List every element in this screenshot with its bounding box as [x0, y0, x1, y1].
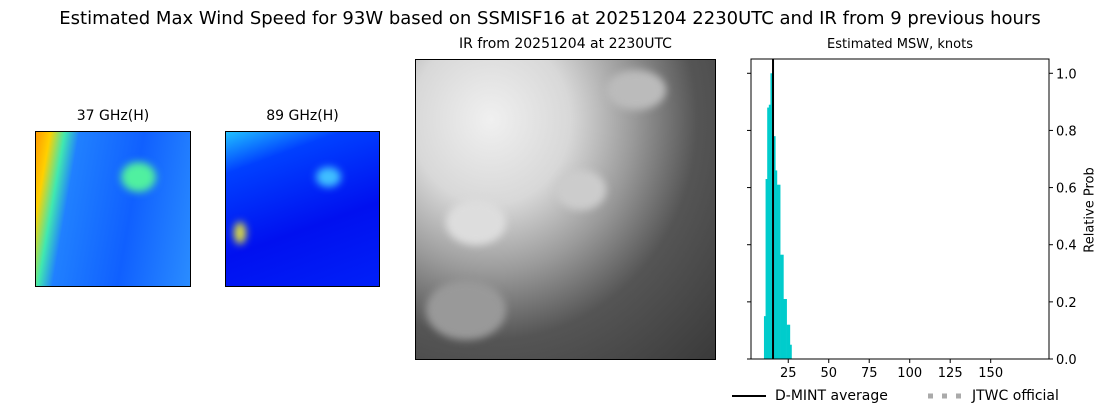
x-tick-label: 75	[861, 366, 878, 381]
y-axis-label: Relative Prob	[1082, 167, 1098, 253]
x-tick-label: 100	[897, 366, 922, 381]
histogram-bar	[770, 73, 773, 360]
histogram-bar	[785, 299, 787, 359]
x-tick-label: 125	[938, 366, 963, 381]
y-tick-label: 1.0	[1056, 67, 1077, 82]
figure-title: Estimated Max Wind Speed for 93W based o…	[59, 8, 1041, 29]
x-tick-label: 150	[978, 366, 1003, 381]
histogram-bar	[768, 104, 771, 359]
histogram-bar	[767, 107, 770, 359]
histogram-bar	[775, 170, 778, 359]
y-tick-label: 0.6	[1056, 182, 1077, 197]
histogram-bar	[773, 136, 776, 359]
x-tick-label: 50	[820, 366, 837, 381]
x-tick-label: 25	[780, 366, 797, 381]
y-tick-label: 0.2	[1056, 296, 1077, 311]
histogram-bar	[776, 184, 779, 359]
histogram-bar	[778, 184, 781, 359]
histogram-bar	[781, 254, 784, 359]
histogram-bar	[786, 324, 789, 359]
microwave-89ghz-image	[225, 131, 380, 287]
infrared-image	[415, 59, 716, 360]
panel-ir-title: IR from 20251204 at 2230UTC	[459, 36, 672, 52]
y-tick-label: 0.4	[1056, 239, 1077, 254]
histogram-bar	[788, 324, 791, 359]
histogram-bar	[763, 316, 766, 359]
microwave-37ghz-image	[35, 131, 191, 287]
histogram-bar	[780, 254, 783, 359]
histogram-bar	[783, 299, 786, 359]
y-tick-label: 0.0	[1056, 353, 1077, 368]
y-tick-label: 0.8	[1056, 124, 1077, 139]
histogram-bar	[765, 179, 768, 359]
panel-89ghz-title: 89 GHz(H)	[266, 108, 339, 124]
plot-frame	[750, 58, 1050, 360]
chart-title: Estimated MSW, knots	[827, 37, 973, 52]
legend-dmint-label: D-MINT average	[775, 388, 888, 404]
legend-jtwc-label: JTWC official	[972, 388, 1059, 404]
histogram-bar	[789, 344, 792, 359]
panel-37ghz-title: 37 GHz(H)	[76, 108, 150, 124]
